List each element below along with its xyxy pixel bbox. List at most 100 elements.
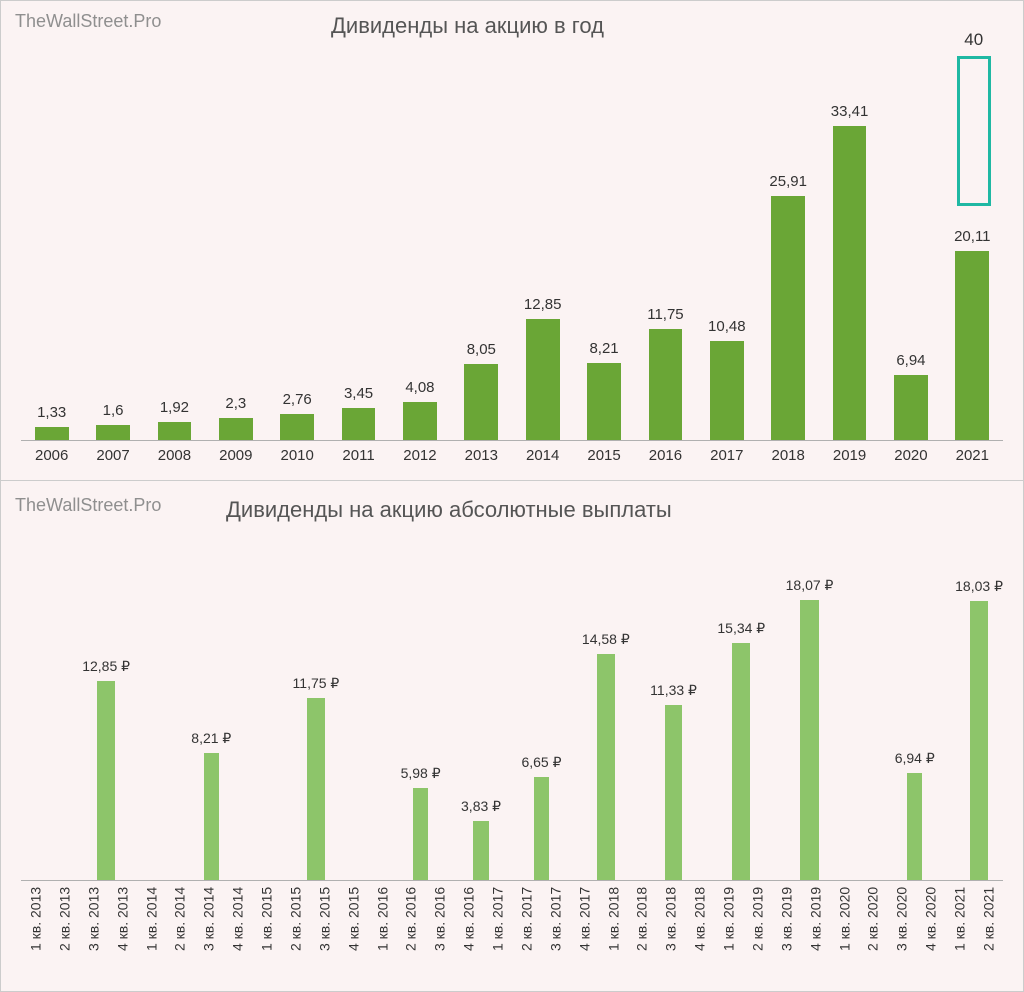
bar-slot: 4,08 — [389, 379, 450, 440]
x-tick: 3 кв. 2017 — [541, 887, 570, 967]
bar-rect — [97, 681, 115, 880]
x-tick: 2017 — [696, 443, 757, 464]
x-tick: 2010 — [267, 443, 328, 464]
bar-value-label: 33,41 — [831, 103, 869, 120]
bar-value-label: 18,03 ₽ — [955, 578, 1003, 595]
bar-slot: 8,21 ₽ — [191, 730, 231, 880]
x-tick: 2021 — [942, 443, 1003, 464]
bar-value-label: 3,45 — [344, 385, 373, 402]
bar-value-label: 12,85 ₽ — [82, 658, 130, 675]
bar-rect — [665, 705, 683, 880]
x-tick: 2012 — [389, 443, 450, 464]
x-tick: 3 кв. 2018 — [656, 887, 685, 967]
bar-value-label: 3,83 ₽ — [461, 798, 501, 815]
x-tick: 3 кв. 2014 — [194, 887, 223, 967]
bar-value-label: 4,08 — [405, 379, 434, 396]
bar-slot: 1,6 — [82, 402, 143, 440]
x-tick: 3 кв. 2013 — [79, 887, 108, 967]
x-tick: 2 кв. 2018 — [627, 887, 656, 967]
x-tick: 4 кв. 2014 — [223, 887, 252, 967]
chart1-title: Дивиденды на акцию в год — [331, 13, 604, 39]
x-tick: 1 кв. 2021 — [945, 887, 974, 967]
bar-rect — [771, 196, 805, 440]
bar-rect — [597, 654, 615, 880]
x-tick: 2 кв. 2015 — [281, 887, 310, 967]
x-tick: 2 кв. 2020 — [858, 887, 887, 967]
bar-rect — [710, 341, 744, 440]
bar-rect — [473, 821, 488, 880]
bar-slot: 3,83 ₽ — [461, 798, 501, 880]
chart1-plot: 1,331,61,922,32,763,454,088,0512,858,211… — [21, 61, 1003, 441]
bar-value-label: 1,92 — [160, 399, 189, 416]
bar-value-label: 12,85 — [524, 296, 562, 313]
bar-slot: 6,65 ₽ — [521, 754, 561, 880]
bar-slot: 1,92 — [144, 399, 205, 440]
bar-rect — [307, 698, 325, 880]
bar-slot: 2,3 — [205, 395, 266, 440]
bar-value-label: 6,94 — [896, 352, 925, 369]
bar-value-label: 5,98 ₽ — [401, 765, 441, 782]
x-tick: 2 кв. 2014 — [165, 887, 194, 967]
x-tick: 4 кв. 2018 — [685, 887, 714, 967]
bar-rect — [800, 600, 818, 880]
x-tick: 3 кв. 2016 — [425, 887, 454, 967]
chart2-plot: 12,85 ₽ 8,21 ₽ 11,75 ₽ 5,98 ₽ 3,83 ₽ 6,65 ₽ 14… — [21, 541, 1003, 881]
x-tick: 2011 — [328, 443, 389, 464]
forecast-overlay-label: 40 — [964, 30, 983, 50]
bar-value-label: 10,48 — [708, 318, 746, 335]
x-tick: 3 кв. 2015 — [310, 887, 339, 967]
x-tick: 1 кв. 2016 — [368, 887, 397, 967]
bar-rect — [219, 418, 253, 440]
x-tick: 2019 — [819, 443, 880, 464]
bar-value-label: 2,76 — [283, 391, 312, 408]
bar-slot: 10,48 — [696, 318, 757, 440]
bar-slot: 14,58 ₽ — [582, 631, 630, 880]
bar-slot: 11,33 ₽ — [650, 682, 697, 880]
bar-value-label: 6,65 ₽ — [521, 754, 561, 771]
x-tick: 3 кв. 2020 — [887, 887, 916, 967]
x-tick: 1 кв. 2013 — [21, 887, 50, 967]
x-tick: 4 кв. 2020 — [916, 887, 945, 967]
chart1-bars: 1,331,61,922,32,763,454,088,0512,858,211… — [21, 61, 1003, 441]
bar-rect — [649, 329, 683, 440]
x-tick: 2007 — [82, 443, 143, 464]
chart2-xaxis: 1 кв. 20132 кв. 20133 кв. 20134 кв. 2013… — [21, 887, 1003, 967]
bar-rect — [35, 427, 69, 440]
bar-value-label: 6,94 ₽ — [895, 750, 935, 767]
chart2-title: Дивиденды на акцию абсолютные выплаты — [226, 497, 672, 523]
bar-rect — [587, 363, 621, 440]
watermark: TheWallStreet.Pro — [15, 11, 161, 32]
x-tick: 1 кв. 2020 — [830, 887, 859, 967]
bar-slot: 12,85 ₽ — [82, 658, 130, 880]
x-tick: 1 кв. 2014 — [137, 887, 166, 967]
bar-rect — [955, 251, 989, 440]
x-tick: 4 кв. 2016 — [454, 887, 483, 967]
bar-value-label: 20,11 — [954, 228, 990, 245]
bar-slot: 11,75 — [635, 306, 696, 440]
bar-value-label: 11,33 ₽ — [650, 682, 697, 699]
x-tick: 2 кв. 2017 — [512, 887, 541, 967]
bar-slot: 18,03 ₽ — [955, 578, 1003, 880]
x-tick: 4 кв. 2017 — [570, 887, 599, 967]
bar-value-label: 8,05 — [467, 341, 496, 358]
x-tick: 2 кв. 2013 — [50, 887, 79, 967]
x-tick: 2 кв. 2021 — [974, 887, 1003, 967]
bar-value-label: 1,6 — [103, 402, 124, 419]
bar-value-label: 14,58 ₽ — [582, 631, 630, 648]
bar-value-label: 8,21 ₽ — [191, 730, 231, 747]
bar-slot: 25,91 — [758, 173, 819, 440]
x-tick: 2016 — [635, 443, 696, 464]
x-tick: 1 кв. 2018 — [599, 887, 628, 967]
bar-rect — [534, 777, 549, 880]
bar-rect — [907, 773, 922, 880]
bar-value-label: 2,3 — [225, 395, 246, 412]
bar-value-label: 25,91 — [769, 173, 807, 190]
chart1-xaxis: 2006200720082009201020112012201320142015… — [21, 443, 1003, 464]
x-tick: 2014 — [512, 443, 573, 464]
bar-value-label: 1,33 — [37, 404, 66, 421]
bar-rect — [833, 126, 867, 440]
bar-value-label: 11,75 ₽ — [293, 675, 340, 692]
bar-rect — [894, 375, 928, 440]
bar-rect — [280, 414, 314, 440]
bar-rect — [204, 753, 219, 880]
